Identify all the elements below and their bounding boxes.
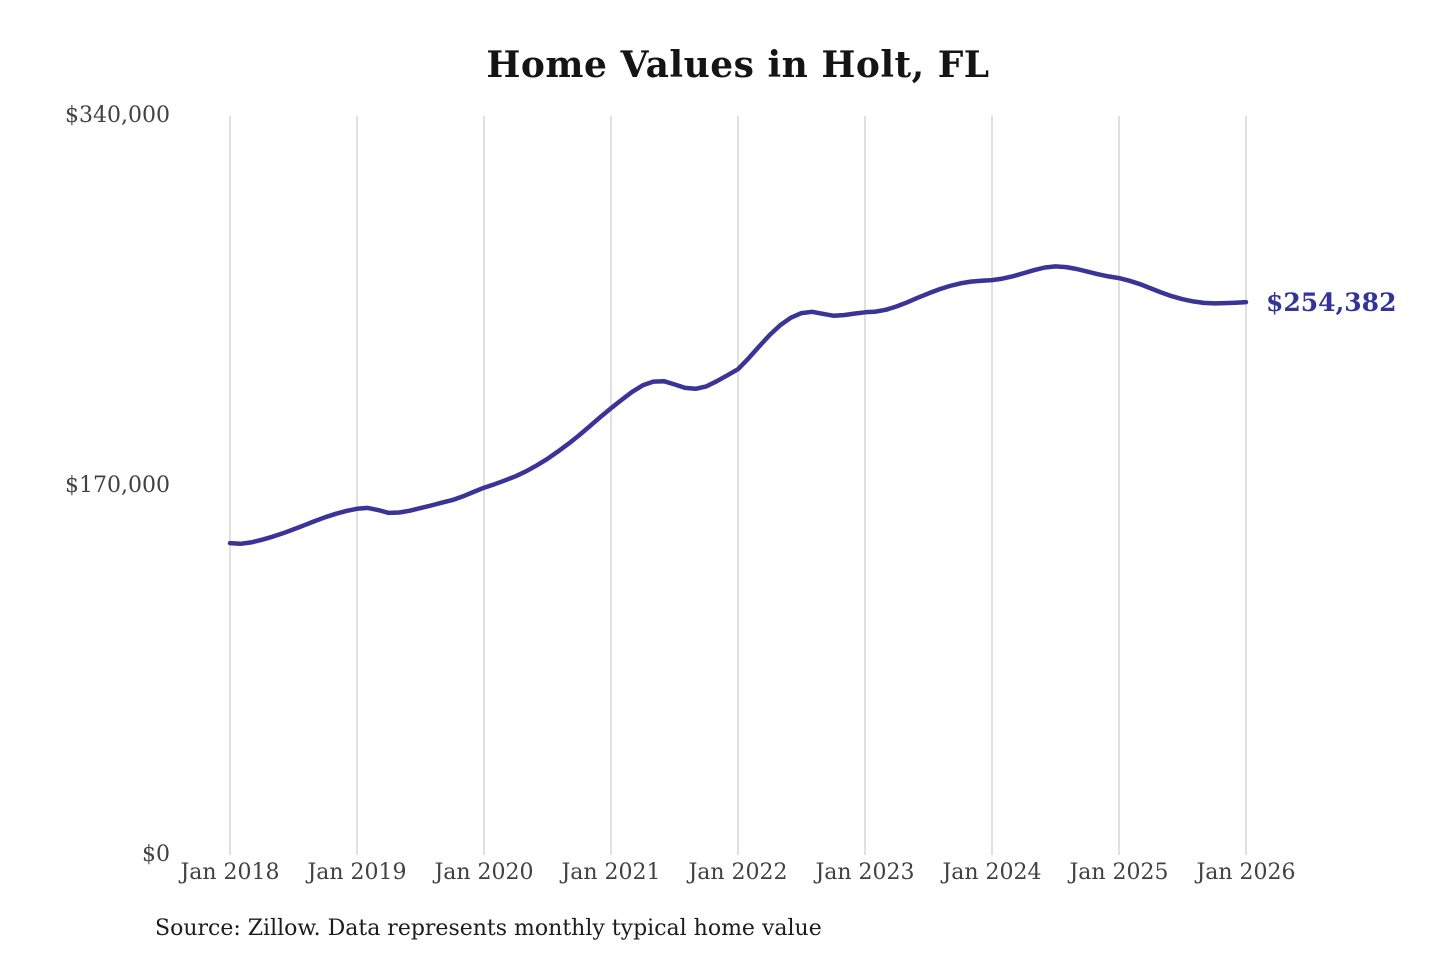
x-tick-jan-2020: Jan 2020 <box>434 860 534 885</box>
x-tick-jan-2023: Jan 2023 <box>815 860 915 885</box>
chart-title: Home Values in Holt, FL <box>486 44 990 86</box>
vertical-gridlines <box>229 116 1247 855</box>
x-tick-jan-2024: Jan 2024 <box>942 860 1042 885</box>
y-tick-0: $0 <box>142 842 170 867</box>
x-tick-jan-2022: Jan 2022 <box>688 860 788 885</box>
x-tick-jan-2021: Jan 2021 <box>561 860 661 885</box>
x-tick-jan-2026: Jan 2026 <box>1196 860 1296 885</box>
home-value-line <box>227 264 1249 547</box>
x-tick-jan-2018: Jan 2018 <box>180 860 280 885</box>
latest-value-label: $254,382 <box>1266 288 1397 318</box>
y-tick-340000: $340,000 <box>65 103 170 128</box>
x-tick-jan-2025: Jan 2025 <box>1069 860 1169 885</box>
y-tick-170000: $170,000 <box>65 472 170 498</box>
source-note: Source: Zillow. Data represents monthly … <box>155 916 822 941</box>
x-tick-jan-2019: Jan 2019 <box>307 860 407 885</box>
